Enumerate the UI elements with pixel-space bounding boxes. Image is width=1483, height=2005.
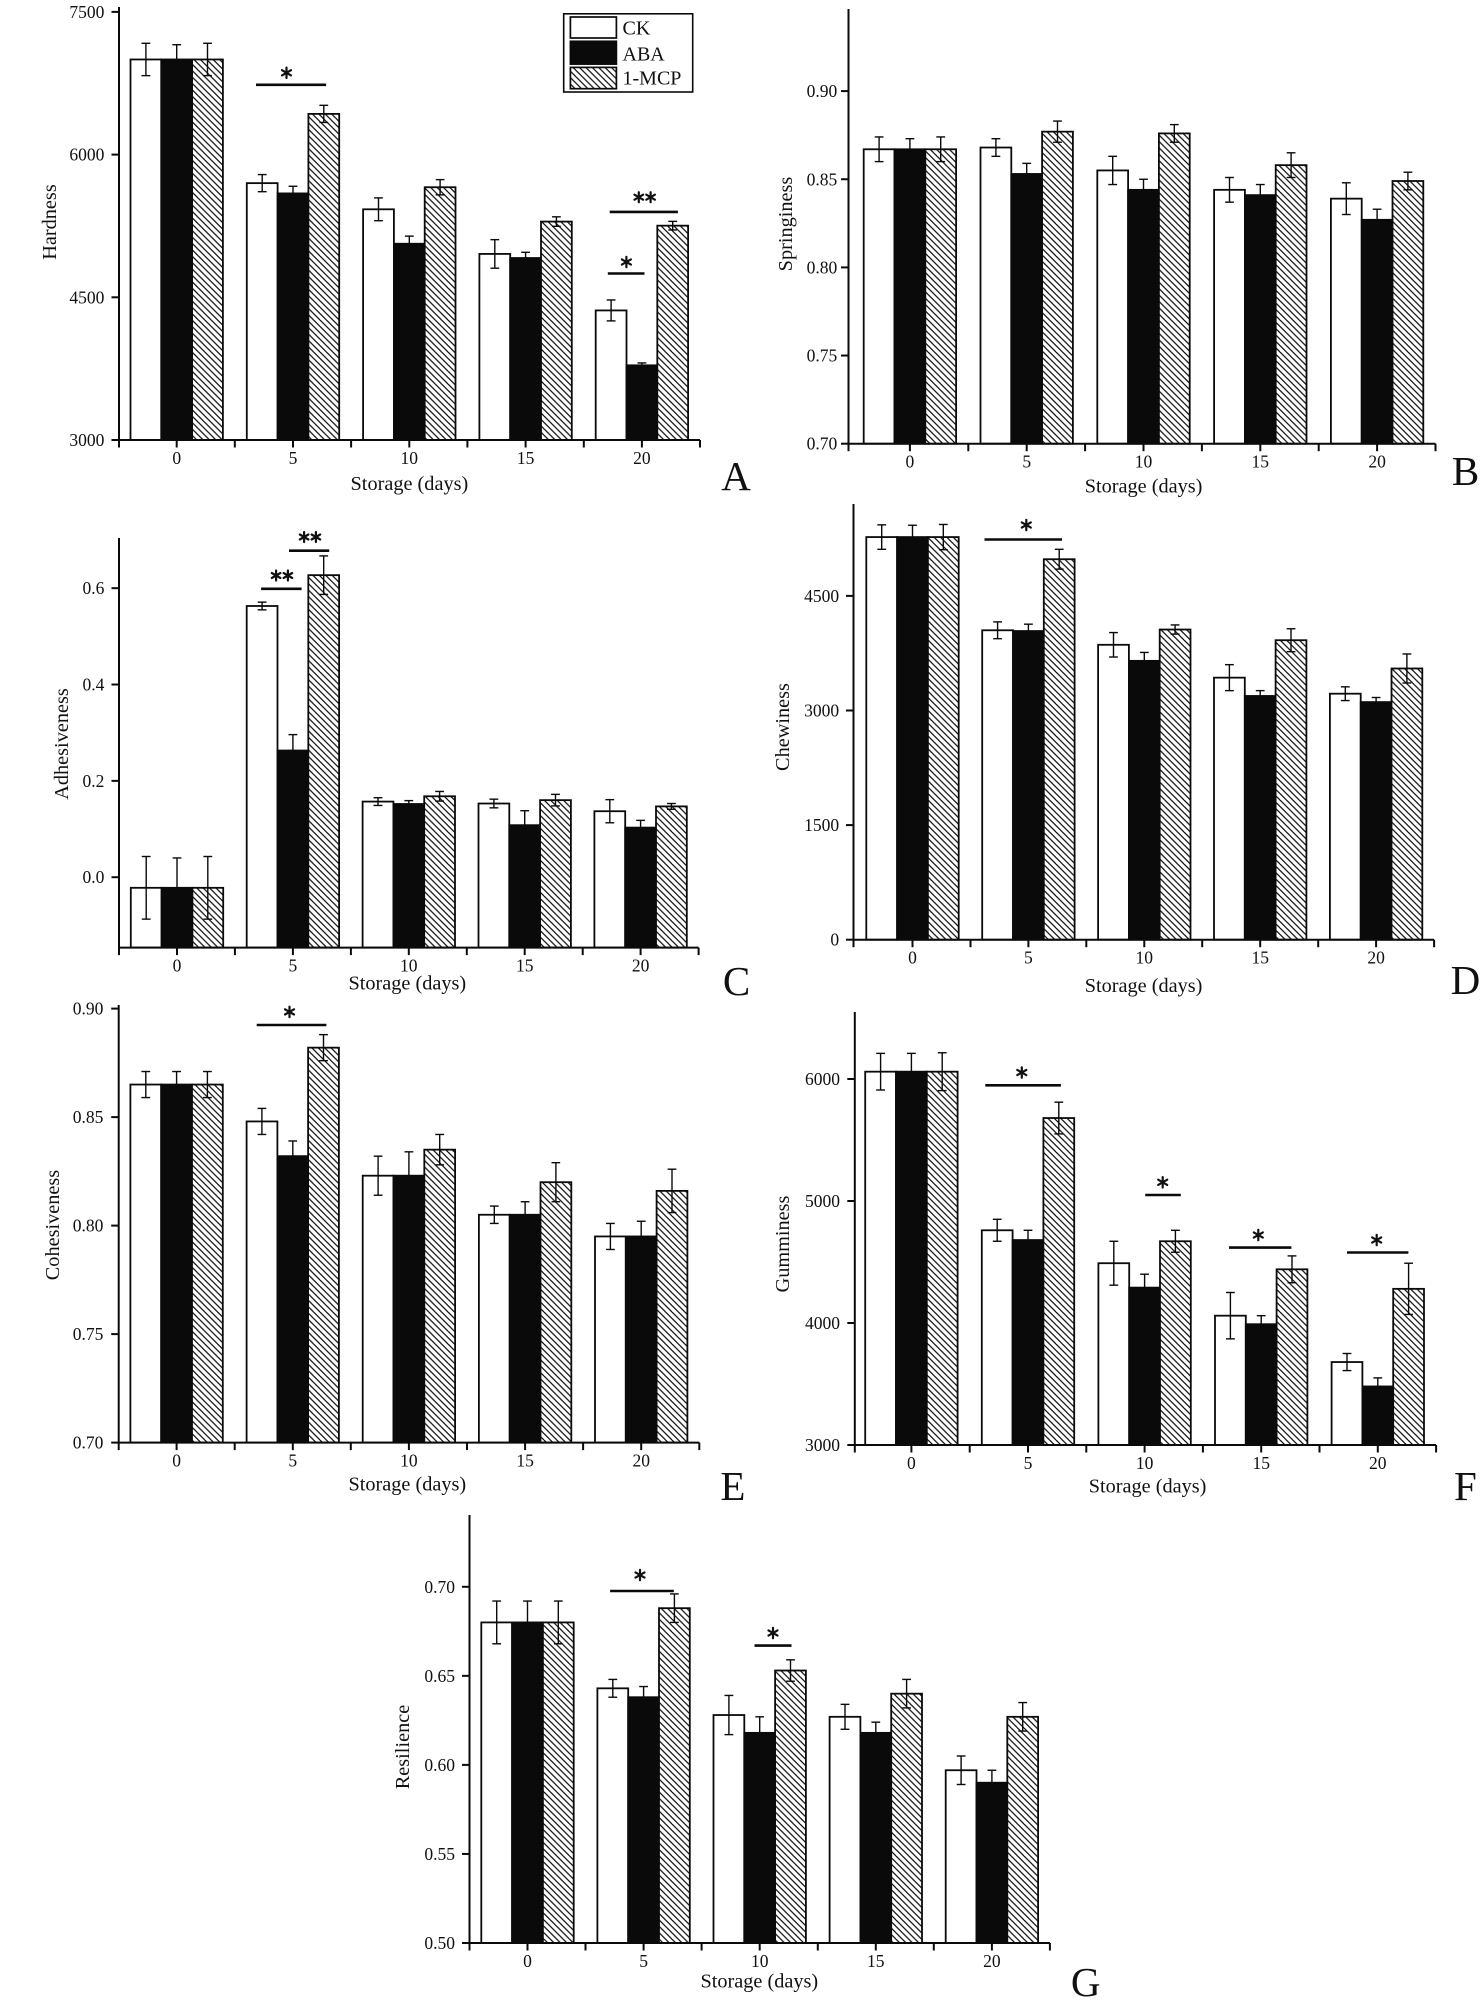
svg-text:Storage (days): Storage (days) [1085,975,1203,997]
svg-text:10: 10 [1136,1453,1154,1473]
svg-text:0: 0 [173,956,182,976]
svg-text:5000: 5000 [805,1191,840,1211]
svg-text:10: 10 [1136,948,1154,968]
svg-text:15: 15 [1251,948,1269,968]
svg-text:0.2: 0.2 [83,771,105,791]
svg-text:0.6: 0.6 [83,578,105,598]
svg-text:0.80: 0.80 [807,257,838,277]
svg-text:Chewiness: Chewiness [772,683,794,771]
svg-text:15: 15 [867,1951,885,1971]
svg-text:0.85: 0.85 [807,169,838,189]
svg-text:10: 10 [1135,452,1153,472]
svg-text:10: 10 [751,1951,769,1971]
svg-text:3000: 3000 [805,1435,840,1455]
svg-text:0.70: 0.70 [424,1577,455,1597]
svg-text:Hardness: Hardness [39,184,61,260]
svg-text:3000: 3000 [804,701,839,721]
svg-text:0.50: 0.50 [424,1933,455,1953]
svg-text:20: 20 [1369,1453,1387,1473]
svg-text:E: E [720,1463,745,1509]
svg-text:10: 10 [401,448,419,468]
svg-text:Storage (days): Storage (days) [348,1474,466,1496]
svg-text:6000: 6000 [805,1069,840,1089]
svg-text:15: 15 [1252,452,1270,472]
svg-text:Storage (days): Storage (days) [351,473,469,495]
svg-text:0.70: 0.70 [73,1433,104,1453]
svg-text:20: 20 [632,1451,650,1471]
svg-text:15: 15 [517,448,535,468]
svg-text:Cohesiveness: Cohesiveness [42,1170,64,1281]
svg-text:0.85: 0.85 [73,1107,104,1127]
svg-text:0: 0 [906,452,915,472]
svg-text:3000: 3000 [69,430,104,450]
svg-text:0.90: 0.90 [807,81,838,101]
svg-text:5: 5 [289,956,298,976]
svg-text:5: 5 [288,1451,297,1471]
svg-text:10: 10 [400,1451,418,1471]
svg-text:6000: 6000 [69,145,104,165]
svg-text:0.65: 0.65 [424,1666,455,1686]
svg-text:0.80: 0.80 [73,1216,104,1236]
svg-text:20: 20 [633,448,651,468]
svg-text:20: 20 [632,956,650,976]
svg-text:Springiness: Springiness [775,177,797,272]
svg-text:1500: 1500 [804,815,839,835]
svg-text:Storage (days): Storage (days) [1089,1475,1207,1497]
svg-text:ABA: ABA [623,44,666,66]
svg-text:5: 5 [1024,948,1033,968]
svg-text:Resilience: Resilience [392,1705,414,1789]
svg-text:15: 15 [1252,1453,1270,1473]
svg-text:0.75: 0.75 [73,1324,104,1344]
svg-text:0: 0 [907,1453,916,1473]
svg-text:Gumminess: Gumminess [772,1195,794,1292]
svg-text:0: 0 [172,448,181,468]
svg-text:5: 5 [1024,1453,1033,1473]
svg-text:4000: 4000 [805,1313,840,1333]
svg-text:0.90: 0.90 [73,999,104,1019]
svg-text:0.70: 0.70 [807,434,838,454]
svg-text:0.60: 0.60 [424,1755,455,1775]
svg-text:D: D [1451,957,1481,1003]
svg-text:20: 20 [1367,948,1385,968]
svg-text:0: 0 [523,1951,532,1971]
svg-text:Storage (days): Storage (days) [700,1971,818,1993]
svg-text:0: 0 [830,930,839,950]
svg-text:G: G [1071,1959,1101,2000]
svg-text:20: 20 [1368,452,1386,472]
svg-text:4500: 4500 [69,287,104,307]
svg-text:0: 0 [908,948,917,968]
svg-text:0.4: 0.4 [83,675,105,695]
svg-text:B: B [1452,448,1479,494]
svg-text:20: 20 [983,1951,1001,1971]
svg-text:0: 0 [172,1451,181,1471]
svg-text:5: 5 [639,1951,648,1971]
svg-text:4500: 4500 [804,586,839,606]
svg-text:CK: CK [623,18,651,40]
svg-text:Adhesiveness: Adhesiveness [51,688,73,800]
svg-text:Storage (days): Storage (days) [1085,476,1203,498]
svg-text:A: A [721,453,751,499]
svg-text:0.0: 0.0 [83,867,105,887]
svg-text:C: C [723,958,750,1004]
svg-text:5: 5 [289,448,298,468]
svg-text:15: 15 [516,1451,534,1471]
svg-text:F: F [1454,1463,1477,1509]
svg-text:7500: 7500 [69,2,104,22]
svg-text:0.55: 0.55 [424,1844,455,1864]
svg-text:0.75: 0.75 [807,346,838,366]
svg-text:1-MCP: 1-MCP [623,68,682,90]
svg-text:5: 5 [1022,452,1031,472]
svg-text:Storage (days): Storage (days) [348,973,466,995]
svg-text:15: 15 [516,956,534,976]
svg-text:10: 10 [400,956,418,976]
